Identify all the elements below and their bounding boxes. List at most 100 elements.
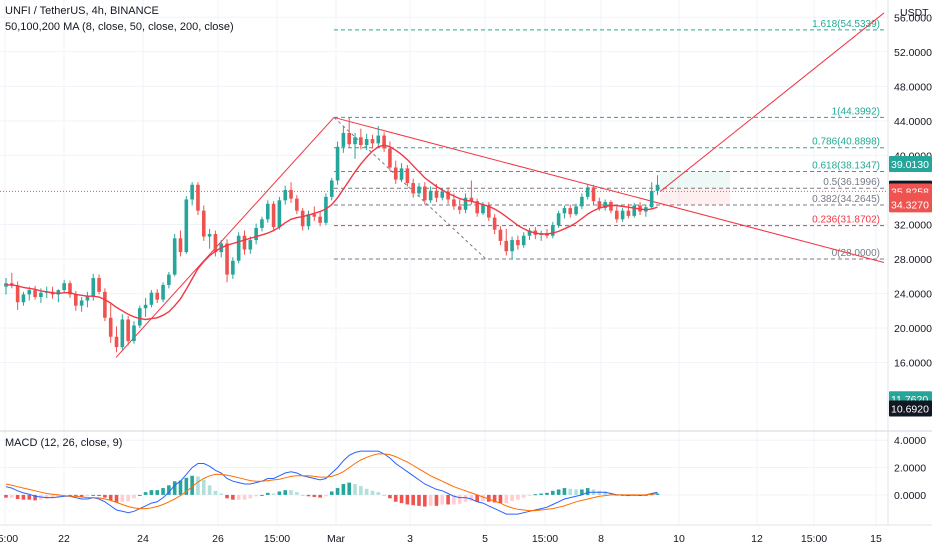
- time-tick-1: 22: [58, 533, 70, 545]
- candle-10: [62, 279, 66, 294]
- candle-body-21: [126, 319, 130, 342]
- fib-zone-shade-upper: [660, 171, 730, 189]
- candle-76: [446, 187, 450, 204]
- candle-body-46: [271, 203, 276, 228]
- price-badge-bg-4: [889, 196, 932, 213]
- candle-70: [411, 178, 415, 198]
- candle-42: [248, 236, 253, 254]
- candle-97: [568, 204, 573, 218]
- fib-level-label-6: 0.236(31.8702): [812, 215, 880, 226]
- candle-body-103: [603, 202, 607, 209]
- candle-54: [318, 210, 322, 227]
- macd-hist-bar-102: [597, 490, 602, 495]
- candle-body-57: [335, 146, 340, 181]
- candle-body-11: [68, 283, 72, 295]
- candle-body-82: [481, 205, 485, 214]
- macd-hist-bar-99: [580, 489, 584, 495]
- macd-hist-bar-57: [335, 488, 340, 495]
- macd-hist-bar-40: [236, 494, 241, 500]
- candle-body-65: [382, 135, 386, 149]
- candle-43: [254, 223, 258, 245]
- macd-hist-bar-91: [533, 494, 538, 496]
- candle-body-33: [196, 184, 200, 211]
- macd-hist-bar-96: [562, 488, 567, 495]
- candle-16: [97, 274, 101, 295]
- candle-body-42: [248, 240, 253, 250]
- fib-level-label-0: 1.618(54.5339): [812, 19, 880, 30]
- candle-body-19: [114, 336, 119, 348]
- candle-body-45: [265, 203, 270, 220]
- macd-hist-bar-35: [207, 485, 212, 495]
- candle-25: [149, 290, 154, 308]
- macd-hist-bar-90: [527, 494, 532, 496]
- macd-hist-bar-22: [132, 494, 136, 499]
- candle-body-30: [178, 238, 183, 253]
- macd-indicator-label[interactable]: MACD (12, 26, close, 9): [5, 437, 123, 449]
- candle-29: [172, 233, 177, 277]
- candle-23: [137, 305, 142, 329]
- candle-body-49: [289, 189, 293, 199]
- time-tick-11: 12: [751, 533, 763, 545]
- candle-71: [417, 183, 421, 197]
- macd-hist-bar-25: [149, 490, 154, 495]
- candle-body-53: [312, 214, 317, 217]
- candle-9: [56, 289, 61, 303]
- candle-body-36: [213, 233, 218, 253]
- macd-layer: [4, 450, 660, 515]
- candle-28: [167, 271, 171, 289]
- candle-body-80: [469, 197, 474, 202]
- symbol-title[interactable]: UNFI / TetherUS, 4h, BINANCE: [5, 5, 159, 17]
- macd-hist-bar-84: [492, 494, 497, 503]
- candle-body-71: [417, 186, 421, 194]
- candles-layer: [4, 117, 660, 353]
- macd-hist-bar-89: [521, 494, 526, 498]
- macd-hist-bar-64: [376, 492, 381, 495]
- price-badge-0: 39.0130: [889, 155, 932, 172]
- macd-hist-bar-95: [556, 489, 561, 495]
- candle-18: [108, 303, 113, 343]
- candle-17: [103, 288, 107, 322]
- candle-107: [626, 203, 631, 219]
- macd-hist-bar-3: [21, 494, 26, 500]
- candle-body-34: [201, 210, 206, 237]
- macd-hist-bar-86: [504, 494, 509, 504]
- candle-84: [492, 214, 497, 234]
- macd-hist-bar-77: [452, 494, 456, 505]
- candle-body-43: [254, 227, 258, 241]
- candle-108: [632, 202, 637, 218]
- candle-100: [585, 183, 590, 200]
- ma-indicator-label[interactable]: 50,100,200 MA (8, close, 50, close, 200,…: [5, 21, 234, 33]
- candle-34: [201, 205, 206, 241]
- macd-hist-bar-69: [405, 494, 410, 505]
- macd-hist-bar-87: [510, 494, 514, 502]
- time-tick-8: 15:00: [532, 533, 558, 545]
- macd-hist-bar-83: [487, 494, 491, 502]
- candle-89: [521, 232, 526, 248]
- macd-hist-bar-20: [120, 494, 125, 502]
- macd-hist-bar-82: [481, 494, 485, 502]
- candle-33: [196, 182, 200, 215]
- macd-hist-bar-112: [655, 493, 660, 495]
- price-tick-3: 44.0000: [894, 116, 932, 128]
- macd-hist-bar-68: [399, 494, 404, 504]
- macd-hist-bar-0: [4, 494, 8, 498]
- candle-73: [428, 186, 433, 203]
- candle-body-48: [283, 189, 288, 201]
- macd-hist-bar-92: [539, 493, 543, 495]
- time-tick-10: 10: [673, 533, 685, 545]
- candle-body-50: [295, 198, 299, 211]
- macd-hist-bar-5: [33, 494, 37, 501]
- candle-body-68: [399, 168, 404, 180]
- candle-body-12: [74, 294, 78, 306]
- macd-hist-bar-9: [56, 494, 61, 497]
- candle-body-73: [428, 190, 433, 201]
- macd-hist-bar-80: [469, 494, 474, 502]
- candle-26: [155, 289, 160, 304]
- candle-body-102: [597, 201, 602, 209]
- candle-body-83: [487, 205, 491, 218]
- candle-78: [457, 199, 462, 215]
- candle-24: [143, 297, 148, 317]
